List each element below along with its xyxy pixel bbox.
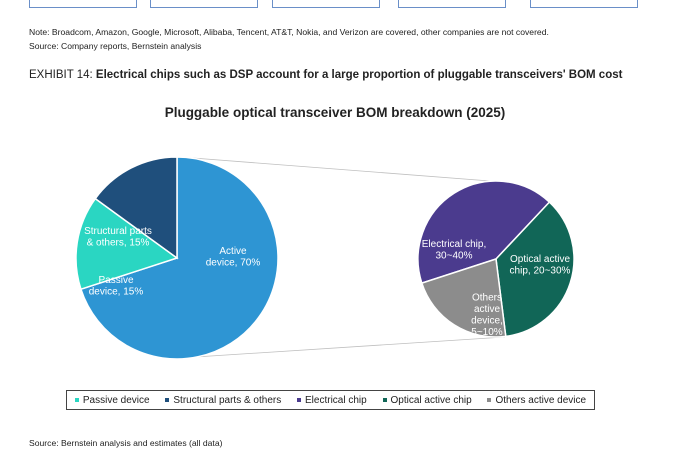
connector-line [179, 336, 506, 359]
partial-box [530, 0, 638, 8]
main-pie-label-active-device: Active device, 70% [206, 246, 261, 269]
legend-swatch [382, 398, 387, 402]
note-block: Note: Broadcom, Amazon, Google, Microsof… [29, 26, 549, 53]
legend-swatch [74, 398, 79, 402]
legend-label: Passive device [82, 394, 150, 406]
breakdown-pie-slice-electrical-chip [417, 180, 551, 285]
legend-item: Optical active chip [382, 394, 472, 406]
exhibit-heading: EXHIBIT 14: Electrical chips such as DSP… [29, 69, 622, 81]
breakdown-pie-label-optical-active-chip: Optical active chip, 20~30% [510, 254, 571, 277]
chart-title: Pluggable optical transceiver BOM breakd… [164, 105, 506, 120]
legend-label: Structural parts & others [173, 394, 282, 406]
main-pie-label-passive-device: Passive device, 15% [89, 275, 144, 298]
main-pie-slice-active-device [79, 156, 279, 360]
partial-box [29, 0, 137, 8]
legend-item: Passive device [74, 394, 150, 406]
exhibit-title: Electrical chips such as DSP account for… [95, 69, 623, 81]
breakdown-pie-label-electrical-chip: Electrical chip, 30~40% [422, 239, 486, 262]
breakdown-pie-label-others-active-device: Others active device, 5~10% [471, 292, 503, 338]
legend-item: Electrical chip [297, 395, 367, 406]
legend-swatch [297, 398, 302, 402]
breakdown-pie: Electrical chip, 30~40% Optical active chip… [417, 180, 575, 338]
legend-item: Structural parts & others [165, 395, 281, 406]
legend-swatch [165, 398, 170, 402]
exhibit-prefix: EXHIBIT 14: [29, 69, 96, 81]
legend-label: Electrical chip [305, 394, 367, 406]
legend-item: Others active device [487, 395, 586, 406]
main-pie-label-structural-parts-others: Structural parts & others, 15% [84, 226, 152, 249]
main-pie-slice-passive-device [75, 197, 179, 291]
partial-box [150, 0, 258, 8]
legend-label: Optical active chip [390, 394, 472, 406]
breakdown-pie-slice-others-active-device [420, 258, 507, 338]
main-pie: Active device, 70% Passive device, 15% Struc… [75, 156, 279, 360]
connector-line [179, 156, 491, 182]
main-pie-slice-structural-parts-others [94, 156, 178, 260]
breakdown-pie-slice-optical-active-chip [495, 201, 575, 338]
top-partial-boxes [0, 0, 690, 10]
legend-swatch [487, 398, 492, 402]
note-source: Source: Company reports, Bernstein analy… [29, 40, 202, 51]
footer-source: Source: Bernstein analysis and estimates… [29, 438, 223, 448]
note-text: Note: Broadcom, Amazon, Google, Microsof… [29, 27, 549, 37]
partial-box [272, 0, 380, 8]
partial-box [398, 0, 506, 8]
connector-lines [179, 156, 506, 359]
legend-label: Others active device [495, 394, 587, 406]
chart-legend: Passive device Structural parts & others E… [66, 390, 595, 410]
